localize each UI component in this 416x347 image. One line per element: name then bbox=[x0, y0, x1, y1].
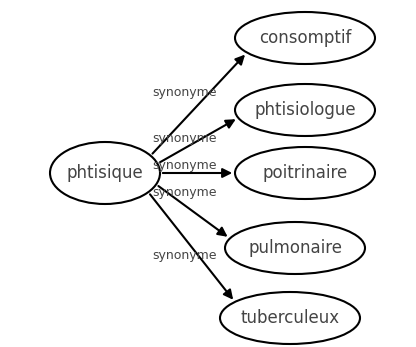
Text: poitrinaire: poitrinaire bbox=[262, 164, 348, 182]
Ellipse shape bbox=[235, 12, 375, 64]
Ellipse shape bbox=[235, 84, 375, 136]
Text: synonyme: synonyme bbox=[153, 85, 217, 99]
Ellipse shape bbox=[220, 292, 360, 344]
Text: phtisiologue: phtisiologue bbox=[254, 101, 356, 119]
Text: pulmonaire: pulmonaire bbox=[248, 239, 342, 257]
Ellipse shape bbox=[50, 142, 160, 204]
Text: synonyme: synonyme bbox=[153, 159, 217, 171]
Ellipse shape bbox=[225, 222, 365, 274]
Text: synonyme: synonyme bbox=[153, 186, 217, 198]
Text: tuberculeux: tuberculeux bbox=[240, 309, 339, 327]
Text: synonyme: synonyme bbox=[153, 248, 217, 262]
Text: consomptif: consomptif bbox=[259, 29, 351, 47]
Text: synonyme: synonyme bbox=[153, 132, 217, 144]
Ellipse shape bbox=[235, 147, 375, 199]
Text: phtisique: phtisique bbox=[67, 164, 144, 182]
